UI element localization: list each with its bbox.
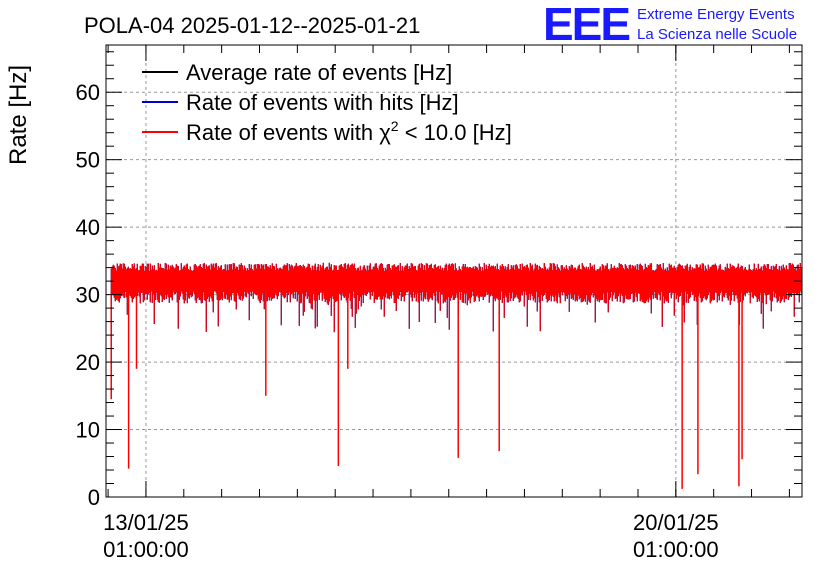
y-tick-label: 0 (88, 485, 100, 510)
logo-line-2: La Scienza nelle Scuole (637, 26, 797, 43)
y-tick-label: 60 (76, 80, 100, 105)
plot-frame-border (105, 44, 803, 498)
plot-series (110, 262, 802, 489)
legend: Average rate of events [Hz] Rate of event… (142, 60, 512, 145)
y-tick-label: 50 (76, 148, 100, 173)
legend-label-0: Average rate of events [Hz] (186, 60, 452, 85)
y-axis-title: Rate [Hz] (5, 65, 32, 165)
x-tick-label-date: 13/01/25 (103, 510, 189, 535)
y-tick-label: 10 (76, 418, 100, 443)
logo-mark: EEE (543, 0, 629, 50)
y-tick-label: 30 (76, 283, 100, 308)
logo-line-1: Extreme Energy Events (637, 6, 795, 23)
x-tick-label-time: 01:00:00 (103, 537, 189, 562)
y-tick-label: 40 (76, 215, 100, 240)
eee-logo: EEE Extreme Energy Events La Scienza nel… (543, 0, 797, 50)
legend-label-1: Rate of events with hits [Hz] (186, 90, 459, 115)
x-tick-label-date: 20/01/25 (633, 510, 719, 535)
y-tick-label: 20 (76, 350, 100, 375)
plot-frame: 010203040506013/01/2501:00:0020/01/2501:… (76, 44, 803, 562)
legend-label-2: Rate of events with χ2 < 10.0 [Hz] (186, 118, 512, 145)
chart-title: POLA-04 2025-01-12--2025-01-21 (84, 13, 420, 38)
series-band-2 (110, 262, 802, 333)
x-tick-label-time: 01:00:00 (633, 537, 719, 562)
